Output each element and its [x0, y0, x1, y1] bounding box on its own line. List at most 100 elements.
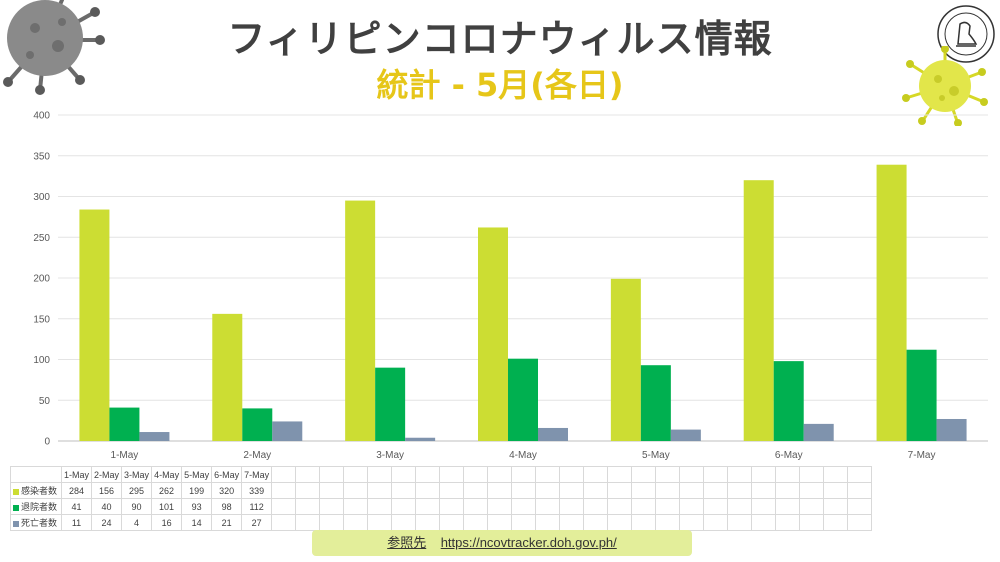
table-value-cell: 112	[241, 498, 273, 515]
table-empty-cell	[703, 498, 729, 515]
y-tick-label: 150	[33, 314, 50, 325]
table-empty-cell	[775, 514, 801, 531]
bar	[640, 365, 671, 441]
legend-swatch	[13, 488, 19, 495]
table-empty-cell	[727, 466, 753, 483]
table-empty-cell	[823, 514, 849, 531]
table-empty-cell	[607, 514, 633, 531]
table-value-cell: 262	[151, 482, 183, 499]
table-empty-cell	[367, 482, 393, 499]
bar	[79, 209, 110, 441]
table-value-cell: 90	[121, 498, 153, 515]
chart-data-table: 1-May 2-May 3-May 4-May 5-May 6-May 7-May 感染者数 2…	[9, 466, 873, 531]
table-empty-cell	[487, 514, 513, 531]
table-empty-cell	[847, 466, 873, 483]
table-value-cell: 16	[151, 514, 183, 531]
table-empty-cell	[847, 514, 873, 531]
bar	[212, 313, 243, 441]
table-empty-cell	[703, 466, 729, 483]
y-tick-label: 100	[33, 355, 50, 366]
table-value-cell: 93	[181, 498, 213, 515]
table-empty-cell	[631, 466, 657, 483]
table-value-cell: 156	[91, 482, 123, 499]
bar	[109, 407, 140, 441]
x-tick-label: 7-May	[908, 450, 936, 461]
table-empty-cell	[559, 466, 585, 483]
table-empty-cell	[343, 466, 369, 483]
bar	[876, 164, 907, 441]
table-value-cell: 27	[241, 514, 273, 531]
bar-chart: 0 50 100 150 200 250 300 350 400 1-May 2-May 3-May 4…	[33, 111, 988, 461]
bar	[139, 432, 170, 441]
table-empty-cell	[799, 498, 825, 515]
table-empty-cell	[415, 466, 441, 483]
table-empty-cell	[823, 498, 849, 515]
bar	[375, 367, 406, 441]
table-empty-cell	[799, 466, 825, 483]
table-value-cell: 11	[61, 514, 93, 531]
table-empty-cell	[607, 466, 633, 483]
table-empty-cell	[343, 498, 369, 515]
source-label: 参照先	[387, 535, 427, 550]
table-empty-cell	[319, 498, 345, 515]
table-value-cell: 4	[121, 514, 153, 531]
bar	[345, 200, 376, 441]
table-header-cell: 5-May	[181, 466, 213, 483]
table-empty-cell	[391, 482, 417, 499]
bar	[936, 418, 967, 441]
table-empty-cell	[775, 482, 801, 499]
y-tick-label: 50	[39, 396, 51, 407]
table-empty-cell	[607, 482, 633, 499]
seal-logo-icon	[937, 5, 995, 63]
table-header-cell: 1-May	[61, 466, 93, 483]
table-empty-cell	[703, 482, 729, 499]
table-empty-cell	[607, 498, 633, 515]
x-tick-label: 6-May	[775, 450, 803, 461]
table-value-cell: 101	[151, 498, 183, 515]
table-empty-cell	[415, 498, 441, 515]
table-series-label: 感染者数	[9, 482, 63, 499]
table-empty-cell	[655, 498, 681, 515]
table-row: 感染者数 284 156 295 262 199 320 339	[9, 482, 873, 499]
table-empty-cell	[559, 498, 585, 515]
table-value-cell: 40	[91, 498, 123, 515]
table-empty-cell	[295, 466, 321, 483]
table-empty-cell	[295, 514, 321, 531]
bar	[242, 408, 273, 441]
table-empty-cell	[319, 466, 345, 483]
table-empty-cell	[775, 466, 801, 483]
bar	[906, 349, 937, 441]
y-tick-label: 350	[33, 151, 50, 162]
table-value-cell: 295	[121, 482, 153, 499]
bar	[405, 437, 436, 441]
table-empty-cell	[535, 466, 561, 483]
x-tick-label: 1-May	[111, 450, 139, 461]
table-empty-cell	[319, 514, 345, 531]
table-row: 1-May 2-May 3-May 4-May 5-May 6-May 7-May	[9, 466, 873, 483]
table-empty-cell	[391, 498, 417, 515]
table-corner-cell	[9, 466, 63, 483]
table-empty-cell	[751, 482, 777, 499]
table-empty-cell	[391, 514, 417, 531]
table-header-cell: 3-May	[121, 466, 153, 483]
table-empty-cell	[535, 514, 561, 531]
source-link[interactable]: https://ncovtracker.doh.gov.ph/	[440, 535, 617, 550]
table-empty-cell	[487, 482, 513, 499]
table-empty-cell	[535, 498, 561, 515]
table-empty-cell	[271, 498, 297, 515]
table-empty-cell	[847, 482, 873, 499]
table-empty-cell	[367, 498, 393, 515]
y-tick-label: 300	[33, 192, 50, 203]
bar	[743, 180, 774, 441]
table-header-cell: 4-May	[151, 466, 183, 483]
bar	[508, 358, 538, 441]
table-empty-cell	[631, 482, 657, 499]
source-banner: 参照先 https://ncovtracker.doh.gov.ph/	[312, 530, 692, 556]
table-empty-cell	[775, 498, 801, 515]
table-empty-cell	[271, 466, 297, 483]
table-empty-cell	[703, 514, 729, 531]
table-empty-cell	[511, 482, 537, 499]
table-empty-cell	[367, 514, 393, 531]
bar	[803, 423, 834, 441]
y-tick-label: 200	[33, 274, 50, 285]
